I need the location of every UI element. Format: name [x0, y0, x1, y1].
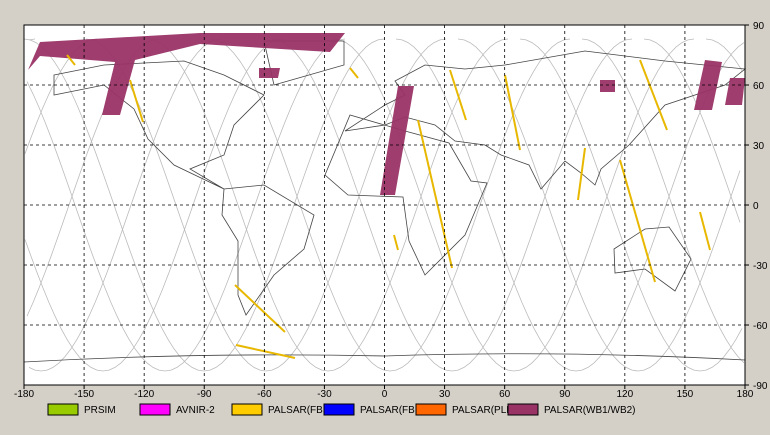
legend-swatch — [139, 403, 171, 416]
x-tick-label: -180 — [14, 389, 34, 400]
swath — [129, 79, 144, 123]
x-tick-label: -60 — [257, 389, 272, 400]
x-tick-label: 0 — [382, 389, 388, 400]
y-tick-label: 90 — [753, 21, 765, 32]
orbit-track — [271, 38, 633, 372]
swath — [235, 344, 296, 359]
swath — [349, 67, 359, 79]
swath — [449, 69, 467, 121]
swath — [600, 80, 615, 92]
swath — [417, 119, 453, 269]
y-tick-label: 30 — [753, 141, 765, 152]
y-tick-label: -30 — [753, 261, 768, 272]
y-tick-label: 0 — [753, 201, 759, 212]
greenland — [263, 40, 345, 86]
swath — [234, 284, 286, 333]
y-tick-label: -60 — [753, 321, 768, 332]
orbit-track — [85, 38, 447, 372]
orbit-track — [147, 38, 509, 372]
swath — [619, 159, 656, 283]
legend-label: PALSAR(PLR) — [452, 405, 517, 416]
plot-frame — [23, 24, 746, 386]
eurasia — [344, 50, 747, 190]
legend-label: PALSAR(FBD) — [360, 405, 425, 416]
swath — [28, 33, 345, 115]
legend-label: AVNIR-2 — [176, 405, 215, 416]
x-tick-label: 120 — [616, 389, 633, 400]
x-tick-label: 90 — [559, 389, 571, 400]
legend-swatch — [47, 403, 79, 416]
x-tick-label: 180 — [737, 389, 754, 400]
swath — [504, 74, 521, 151]
x-tick-label: 60 — [499, 389, 511, 400]
x-tick-label: -150 — [74, 389, 94, 400]
swath — [699, 211, 711, 251]
y-tick-label: -90 — [753, 381, 768, 392]
legend-label: PRSIM — [84, 405, 116, 416]
legend-swatch — [231, 403, 263, 416]
y-tick-label: 60 — [753, 81, 765, 92]
australia — [613, 226, 692, 292]
x-tick-label: -90 — [197, 389, 212, 400]
legend-label: PALSAR(FBS) — [268, 405, 333, 416]
legend-swatch — [507, 403, 539, 416]
x-tick-label: -30 — [317, 389, 332, 400]
swath — [577, 147, 586, 201]
orbit-track — [28, 38, 745, 372]
swath — [66, 54, 76, 66]
orbit-track — [28, 38, 745, 372]
orbit-track — [26, 38, 743, 372]
swath — [393, 234, 399, 251]
x-tick-label: -120 — [134, 389, 154, 400]
legend-swatch — [415, 403, 447, 416]
swath — [259, 68, 280, 78]
swath — [639, 59, 668, 131]
south-america — [221, 184, 315, 316]
legend-label: PALSAR(WB1/WB2) — [544, 405, 636, 416]
orbit-track — [209, 38, 571, 372]
x-tick-label: 30 — [439, 389, 451, 400]
fbs-swaths — [66, 54, 711, 359]
x-tick-label: 150 — [677, 389, 694, 400]
orbit-track — [24, 38, 741, 372]
legend-swatch — [323, 403, 355, 416]
swath — [380, 86, 414, 195]
